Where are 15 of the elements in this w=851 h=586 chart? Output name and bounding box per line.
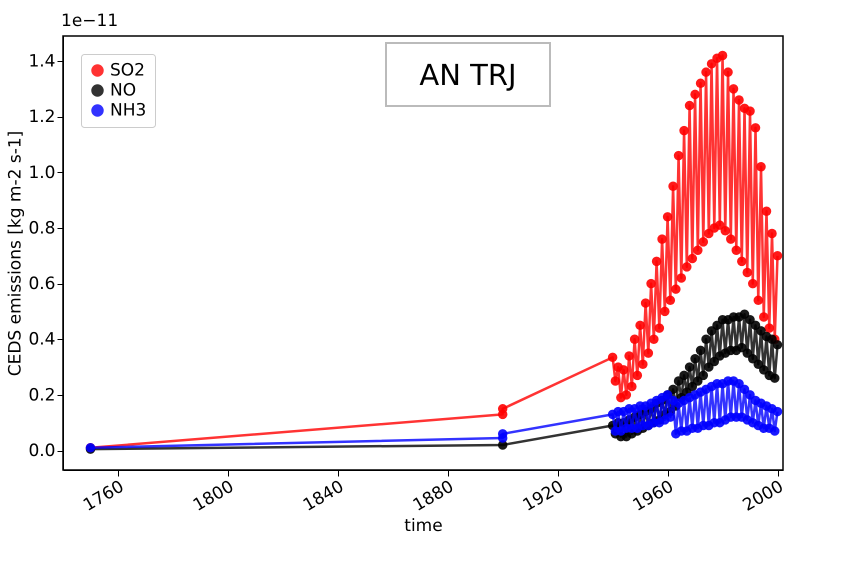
text: 1e−11 <box>61 11 118 31</box>
y-tick-label: 0.0 <box>28 441 56 462</box>
legend-label: SO2 <box>110 60 145 80</box>
y-axis-title: CEDS emissions [kg m-2 s-1] <box>5 130 26 376</box>
text: AN TRJ <box>419 58 517 92</box>
y-tick-label: 0.8 <box>28 218 56 238</box>
x-axis-title: time <box>404 516 443 536</box>
y-tick-label: 0.6 <box>28 274 56 294</box>
y-tick-label: 1.0 <box>28 162 56 183</box>
legend-label: NO <box>110 80 136 100</box>
y-tick-label: 1.4 <box>28 52 56 72</box>
y-tick-label: 0.2 <box>28 385 56 406</box>
y-tick-label: 1.2 <box>28 107 56 128</box>
legend-label: NH3 <box>110 100 146 120</box>
y-tick-label: 0.4 <box>28 330 56 350</box>
